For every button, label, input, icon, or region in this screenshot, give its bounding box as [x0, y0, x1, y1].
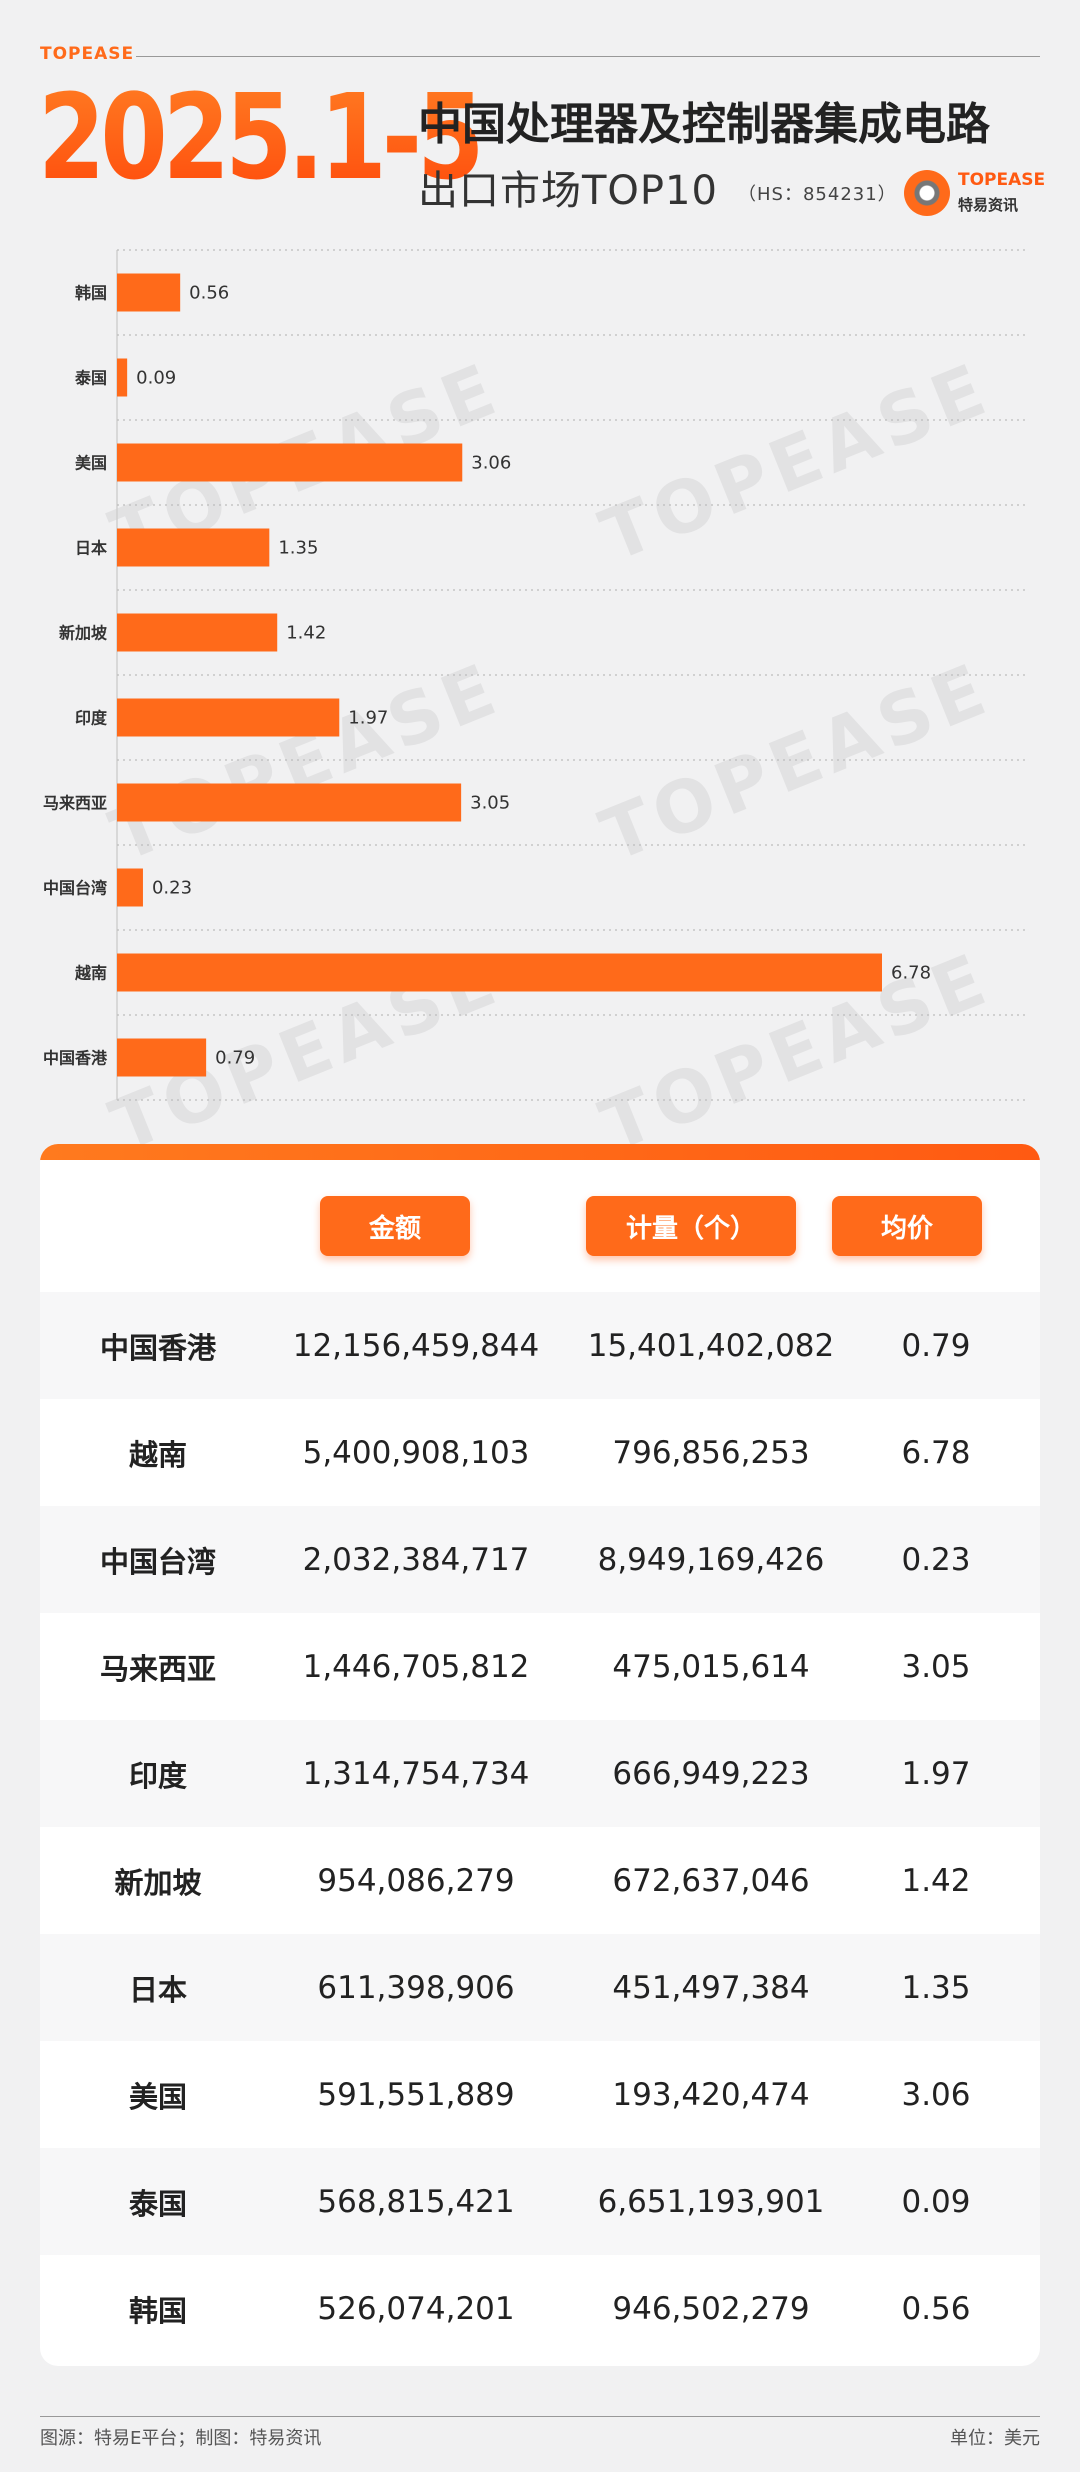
table-row: 日本 611,398,906 451,497,384 1.35 — [40, 1934, 1040, 2041]
header-divider — [136, 56, 1040, 57]
bar — [117, 273, 181, 312]
row-country: 新加坡 — [114, 1865, 202, 1900]
row-country: 泰国 — [128, 2186, 187, 2221]
table-row: 泰国 568,815,421 6,651,193,901 0.09 — [40, 2148, 1040, 2255]
category-label: 泰国 — [74, 369, 107, 388]
value-label: 6.78 — [891, 963, 931, 984]
category-label: 美国 — [75, 454, 107, 473]
row-avg-price: 0.56 — [901, 2290, 971, 2327]
bar — [117, 953, 882, 992]
row-country: 马来西亚 — [99, 1651, 216, 1686]
value-label: 1.35 — [278, 538, 318, 559]
row-country: 韩国 — [128, 2293, 187, 2328]
row-quantity: 672,637,046 — [612, 1862, 810, 1899]
row-amount: 526,074,201 — [317, 2290, 515, 2327]
value-label: 3.05 — [470, 793, 510, 814]
row-avg-price: 1.97 — [901, 1755, 971, 1792]
row-amount: 1,314,754,734 — [302, 1755, 530, 1792]
page-subtitle: 出口市场TOP10 — [418, 168, 718, 214]
row-country: 中国香港 — [99, 1330, 216, 1365]
bar — [117, 613, 278, 652]
row-avg-price: 1.35 — [901, 1969, 971, 2006]
value-label: 0.09 — [136, 368, 176, 389]
row-country: 中国台湾 — [99, 1544, 216, 1579]
page-title: 中国处理器及控制器集成电路 — [418, 99, 990, 150]
row-amount: 568,815,421 — [317, 2183, 515, 2220]
row-avg-price: 3.06 — [901, 2076, 971, 2113]
row-quantity: 666,949,223 — [612, 1755, 810, 1792]
category-label: 韩国 — [75, 284, 107, 303]
footer-divider — [40, 2416, 1040, 2417]
bar — [117, 783, 462, 822]
row-quantity: 8,949,169,426 — [597, 1541, 825, 1578]
category-label: 日本 — [75, 539, 107, 558]
brand-label: TOPEASE — [40, 44, 135, 64]
row-quantity: 6,651,193,901 — [597, 2183, 825, 2220]
table-accent-bar — [40, 1144, 1040, 1160]
row-avg-price: 0.09 — [901, 2183, 971, 2220]
row-amount: 5,400,908,103 — [302, 1434, 530, 1471]
value-label: 1.42 — [286, 623, 326, 644]
row-quantity: 946,502,279 — [612, 2290, 810, 2327]
bar — [117, 868, 143, 907]
table-row: 中国台湾 2,032,384,717 8,949,169,426 0.23 — [40, 1506, 1040, 1613]
row-avg-price: 0.23 — [901, 1541, 971, 1578]
value-label: 1.97 — [348, 708, 388, 729]
table-row: 印度 1,314,754,734 666,949,223 1.97 — [40, 1720, 1040, 1827]
table-row: 韩国 526,074,201 946,502,279 0.56 — [40, 2255, 1040, 2362]
data-table: 金额 计量（个） 均价 中国香港 12,156,459,844 15,401,402… — [40, 1144, 1040, 2366]
category-label: 中国台湾 — [43, 879, 107, 898]
bar — [117, 443, 463, 482]
unit-note: 单位：美元 — [950, 2428, 1040, 2449]
row-amount: 1,446,705,812 — [302, 1648, 530, 1685]
row-country: 日本 — [128, 1972, 187, 2007]
row-country: 印度 — [128, 1758, 187, 1793]
row-avg-price: 0.79 — [901, 1327, 971, 1364]
row-avg-price: 1.42 — [901, 1862, 971, 1899]
row-amount: 611,398,906 — [317, 1969, 515, 2006]
column-header-avg-price: 均价 — [832, 1196, 982, 1256]
table-row: 马来西亚 1,446,705,812 475,015,614 3.05 — [40, 1613, 1040, 1720]
table-row: 越南 5,400,908,103 796,856,253 6.78 — [40, 1399, 1040, 1506]
table-row: 中国香港 12,156,459,844 15,401,402,082 0.79 — [40, 1292, 1040, 1399]
table-row: 美国 591,551,889 193,420,474 3.06 — [40, 2041, 1040, 2148]
row-quantity: 475,015,614 — [612, 1648, 810, 1685]
row-amount: 591,551,889 — [317, 2076, 515, 2113]
row-amount: 2,032,384,717 — [302, 1541, 530, 1578]
bar — [117, 698, 340, 737]
column-header-amount: 金额 — [320, 1196, 470, 1256]
row-country: 越南 — [128, 1437, 187, 1472]
category-label: 新加坡 — [59, 624, 108, 643]
row-amount: 12,156,459,844 — [292, 1327, 540, 1364]
source-note: 图源：特易E平台；制图：特易资讯 — [40, 2428, 322, 2449]
row-country: 美国 — [128, 2079, 187, 2114]
column-header-quantity: 计量（个） — [586, 1196, 796, 1256]
row-avg-price: 3.05 — [901, 1648, 971, 1685]
date-range-title: 2025.1-5 — [38, 68, 484, 206]
bar — [117, 358, 128, 397]
logo-name: TOPEASE — [958, 170, 1046, 190]
logo-subtitle: 特易资讯 — [958, 196, 1019, 214]
row-avg-price: 6.78 — [901, 1434, 971, 1471]
table-row: 新加坡 954,086,279 672,637,046 1.42 — [40, 1827, 1040, 1934]
value-label: 0.56 — [189, 283, 229, 304]
row-amount: 954,086,279 — [317, 1862, 515, 1899]
value-label: 0.23 — [152, 878, 192, 899]
value-label: 3.06 — [471, 453, 511, 474]
row-quantity: 193,420,474 — [612, 2076, 810, 2113]
brand-logo: TOPEASE 特易资讯 — [904, 168, 1045, 220]
category-label: 马来西亚 — [43, 794, 107, 813]
bar — [117, 1038, 207, 1077]
bar-chart: 韩国 0.56 泰国 0.09 美国 3.06 日本 1.35 新加坡 1.42 印度 1.97 马来西… — [43, 249, 1025, 1101]
value-label: 0.79 — [215, 1048, 255, 1069]
row-quantity: 796,856,253 — [612, 1434, 810, 1471]
row-quantity: 451,497,384 — [612, 1969, 810, 2006]
category-label: 越南 — [74, 964, 107, 983]
hs-code: （HS：854231） — [738, 184, 897, 205]
category-label: 中国香港 — [43, 1049, 108, 1068]
logo-mark-icon — [904, 170, 950, 216]
category-label: 印度 — [75, 709, 108, 728]
bar — [117, 528, 270, 567]
row-quantity: 15,401,402,082 — [587, 1327, 835, 1364]
